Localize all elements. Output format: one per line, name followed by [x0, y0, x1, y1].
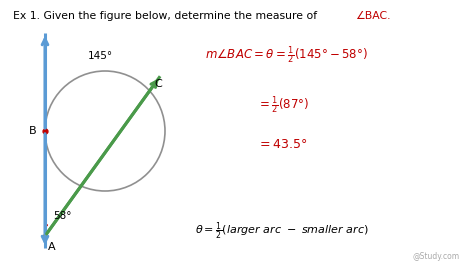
Text: 58°: 58° [53, 211, 72, 221]
Text: $= \frac{1}{2}\left(87°\right)$: $= \frac{1}{2}\left(87°\right)$ [257, 94, 309, 116]
Text: C: C [155, 79, 162, 89]
Text: $m\angle BAC = \theta = \frac{1}{2}\left(145° - 58°\right)$: $m\angle BAC = \theta = \frac{1}{2}\left… [205, 44, 368, 66]
Text: A: A [48, 242, 55, 252]
Text: ∠BAC.: ∠BAC. [355, 11, 391, 21]
Text: @Study.com: @Study.com [413, 252, 460, 261]
Text: 145°: 145° [87, 51, 112, 61]
Text: Ex 1. Given the figure below, determine the measure of: Ex 1. Given the figure below, determine … [13, 11, 320, 21]
Text: B: B [29, 126, 37, 136]
Text: $\theta = \frac{1}{2}(larger\ arc\ -\ smaller\ arc)$: $\theta = \frac{1}{2}(larger\ arc\ -\ sm… [195, 221, 369, 243]
Text: $= 43.5°$: $= 43.5°$ [257, 138, 307, 151]
